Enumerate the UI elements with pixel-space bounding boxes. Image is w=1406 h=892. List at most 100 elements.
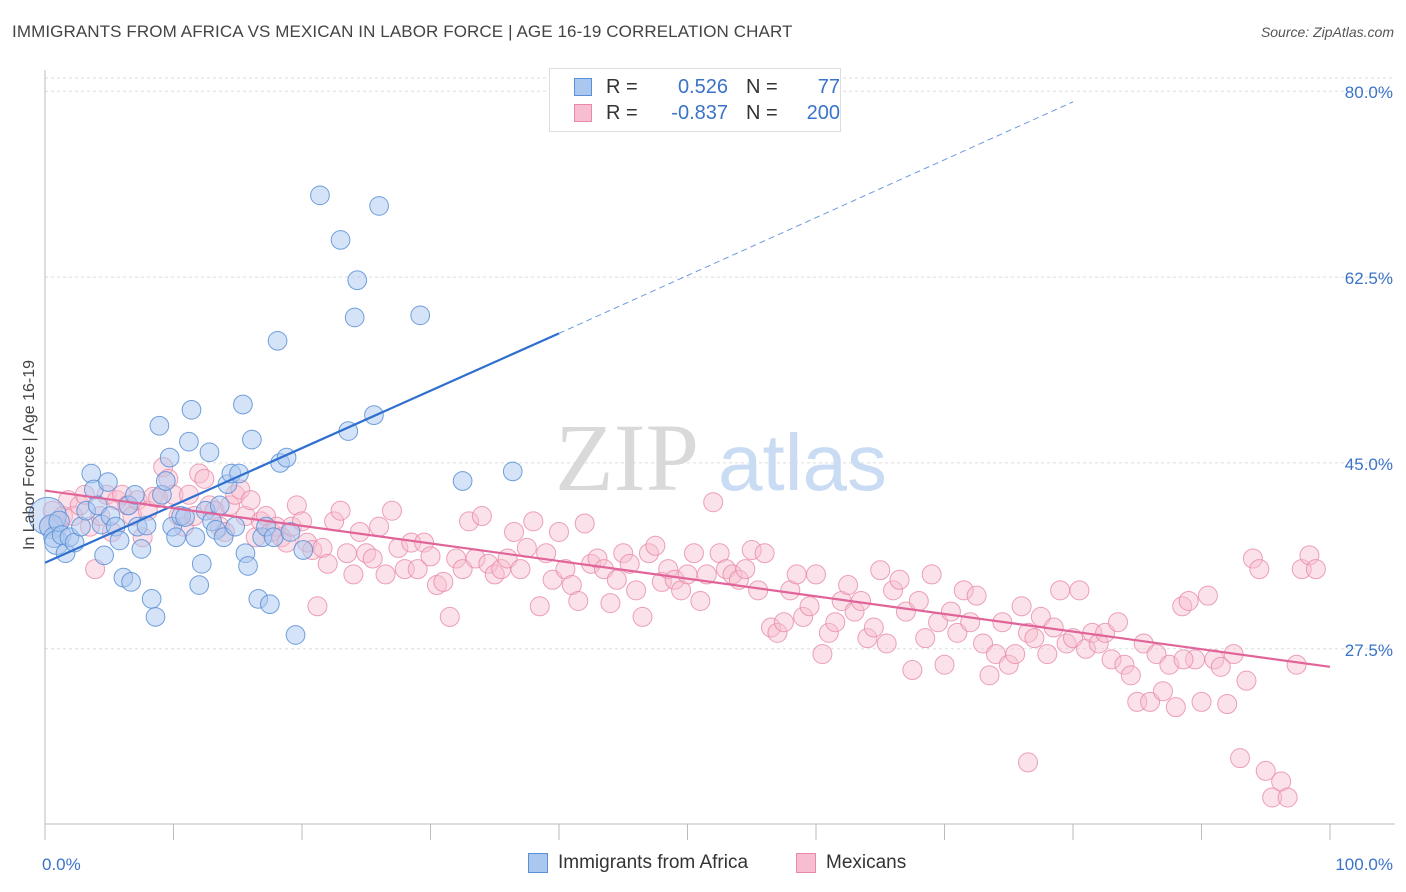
mexicans-point — [863, 617, 884, 638]
africa-trend-extension — [558, 101, 1074, 334]
legend-n-value-africa: 77 — [817, 75, 840, 98]
mexicans-point — [966, 585, 987, 606]
mexicans-point — [838, 575, 859, 596]
mexicans-point — [336, 543, 357, 564]
mexicans-point — [407, 559, 428, 580]
mexicans-point — [998, 654, 1019, 675]
africa-point — [238, 556, 258, 576]
africa-point — [410, 305, 431, 326]
mexicans-point — [773, 612, 794, 633]
africa-point — [125, 484, 145, 505]
mexicans-point — [420, 546, 441, 567]
africa-point — [344, 307, 365, 328]
africa-point — [87, 495, 108, 516]
mexicans-point — [1088, 633, 1109, 654]
mexicans-point — [799, 596, 820, 617]
africa-point — [293, 540, 314, 560]
africa-point — [267, 330, 288, 351]
mexicans-point — [362, 548, 383, 569]
mexicans-point — [1101, 649, 1122, 670]
mexicans-point — [632, 606, 653, 627]
mexicans-point — [1172, 596, 1193, 617]
watermark: ZIP atlas — [555, 404, 887, 511]
africa-point — [179, 431, 199, 452]
mexicans-point — [1255, 760, 1276, 781]
africa-point — [260, 594, 280, 615]
mexicans-point — [307, 596, 328, 617]
mexicans-point — [1197, 585, 1218, 606]
mexicans-point — [1018, 752, 1039, 773]
mexicans-point — [1056, 633, 1077, 654]
mexicans-point — [471, 506, 492, 527]
mexicans-point — [1262, 787, 1283, 808]
mexicans-point — [381, 500, 402, 521]
mexicans-point — [973, 633, 994, 654]
africa-point — [310, 185, 330, 206]
mexicans-point — [619, 553, 640, 574]
mexicans-point — [606, 569, 627, 590]
mexicans-point — [574, 513, 595, 534]
mexicans-point — [1050, 580, 1071, 601]
legend-row-africa: R = 0.526 N = 77 — [574, 75, 840, 99]
bottom-legend-africa: Immigrants from Africa — [528, 852, 748, 874]
mexicans-point — [683, 543, 704, 564]
mexicans-point — [356, 543, 377, 564]
mexicans-trend-line — [44, 489, 1331, 668]
axes — [44, 70, 1395, 840]
bottom-legend-label-mexicans: Mexicans — [826, 852, 907, 873]
mexicans-point — [1063, 628, 1083, 649]
africa-point — [149, 415, 170, 436]
mexicans-point — [1236, 670, 1257, 691]
mexicans-point — [651, 571, 672, 592]
mexicans-point — [703, 492, 724, 513]
mexicans-point — [1114, 654, 1135, 675]
legend-n-value-mexicans: 200 — [806, 101, 840, 124]
africa-point — [502, 461, 523, 482]
legend-swatch-africa — [574, 78, 592, 96]
africa-point — [347, 270, 368, 291]
africa-point — [109, 530, 130, 551]
africa-point — [121, 572, 141, 592]
watermark-atlas: atlas — [718, 418, 887, 507]
mexicans-point — [870, 560, 891, 581]
mexicans-point — [523, 511, 544, 532]
legend-r-value-mexicans: -0.837 — [671, 101, 728, 124]
mexicans-point — [812, 644, 833, 665]
mexicans-point — [613, 543, 634, 564]
mexicans-point — [317, 553, 338, 574]
bottom-legend-mexicans: Mexicans — [796, 852, 906, 874]
trend-lines — [44, 101, 1331, 668]
mexicans-point — [1152, 681, 1173, 702]
africa-point — [145, 607, 166, 627]
mexicans-point — [1305, 559, 1326, 580]
mexicans-point — [902, 660, 923, 681]
africa-point — [225, 516, 246, 537]
mexicans-point — [735, 559, 756, 580]
mexicans-point — [343, 564, 364, 585]
mexicans-point — [754, 543, 775, 564]
mexicans-point — [934, 654, 955, 675]
mexicans-point — [876, 633, 897, 654]
mexicans-point — [484, 564, 505, 585]
mexicans-point — [1242, 548, 1263, 569]
mexicans-point — [85, 559, 106, 580]
mexicans-point — [979, 665, 1000, 686]
mexicans-point — [953, 580, 974, 601]
mexicans-point — [677, 564, 698, 585]
mexicans-point — [761, 617, 782, 638]
mexicans-point — [895, 601, 916, 622]
africa-point — [131, 539, 152, 559]
mexicans-point — [947, 622, 968, 643]
mexicans-point — [1069, 580, 1090, 601]
africa-point — [285, 625, 306, 645]
mexicans-point — [1249, 559, 1270, 580]
mexicans-point — [1173, 649, 1194, 670]
africa-point — [242, 429, 262, 450]
mexicans-point — [767, 622, 788, 643]
mexicans-point — [1286, 654, 1307, 675]
mexicans-point — [1011, 596, 1032, 617]
bottom-legend-label-africa: Immigrants from Africa — [558, 852, 749, 873]
mexicans-point — [806, 564, 826, 585]
correlation-legend: R = 0.526 N = 77 R = -0.837 N = 200 — [549, 68, 841, 132]
